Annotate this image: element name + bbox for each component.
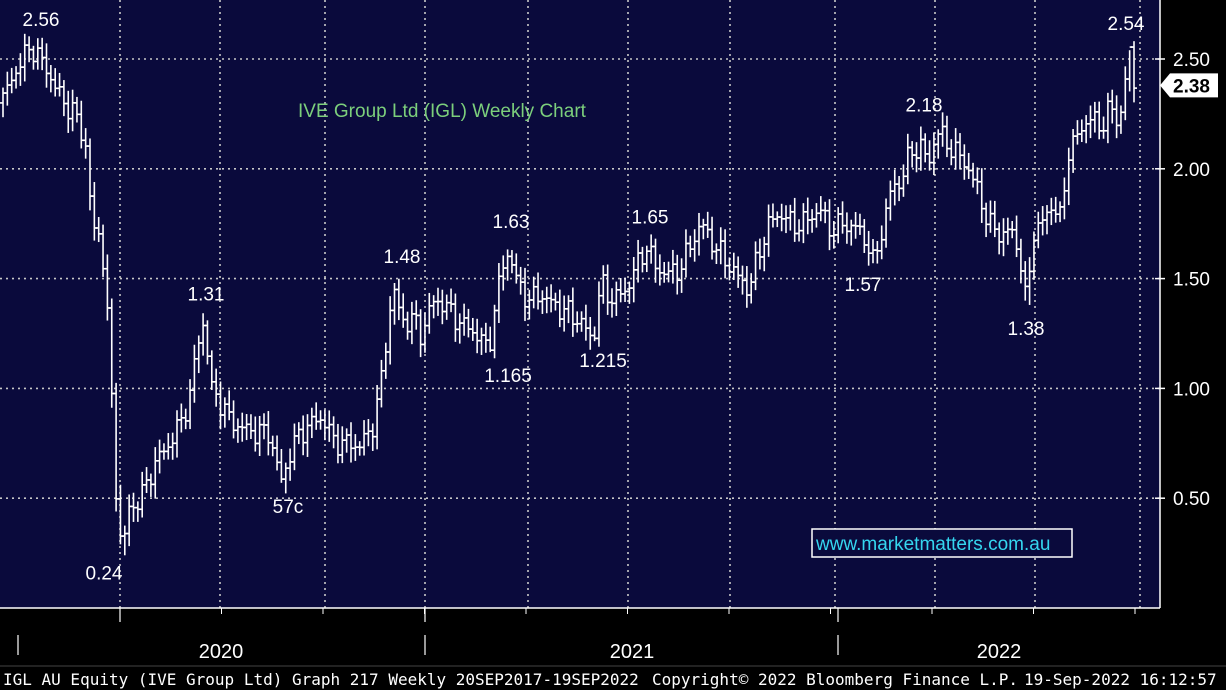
watermark-box: www.marketmatters.com.au bbox=[811, 528, 1073, 558]
y-tick-label: 1.00 bbox=[1173, 379, 1210, 400]
footer-copyright: Copyright© 2022 Bloomberg Finance L.P. bbox=[652, 670, 1018, 689]
plot-area bbox=[0, 0, 1160, 608]
price-annotation: 1.215 bbox=[579, 351, 627, 372]
last-price-label: 2.38 bbox=[1173, 76, 1210, 97]
footer-timestamp: 19-Sep-2022 16:12:57 bbox=[1024, 670, 1217, 689]
y-tick-label: 2.00 bbox=[1173, 160, 1210, 181]
price-annotation: 2.54 bbox=[1108, 14, 1145, 35]
x-axis-years: 2020 2021 2022 bbox=[17, 608, 1136, 663]
price-annotation: 1.38 bbox=[1008, 319, 1045, 340]
price-annotation: 1.65 bbox=[632, 208, 669, 229]
price-annotation: 57c bbox=[273, 497, 304, 518]
y-axis-ticks: 0.50 1.00 1.50 2.00 2.50 bbox=[1155, 50, 1210, 510]
x-year-label: 2021 bbox=[610, 641, 655, 663]
price-annotation: 1.31 bbox=[188, 284, 225, 305]
price-annotation: 1.57 bbox=[845, 275, 882, 296]
price-annotation: 1.48 bbox=[384, 247, 421, 268]
chart-title: IVE Group Ltd (IGL) Weekly Chart bbox=[298, 101, 587, 122]
price-annotations: 2.56 0.24 1.31 57c 1.48 1.165 1.63 1.215 1.65 1.5… bbox=[23, 10, 1145, 584]
watermark-frame bbox=[811, 528, 1073, 558]
y-tick-label: 2.50 bbox=[1173, 50, 1210, 71]
y-tick-label: 0.50 bbox=[1173, 489, 1210, 510]
y-tick-label: 1.50 bbox=[1173, 270, 1210, 291]
x-year-label: 2022 bbox=[977, 641, 1022, 663]
price-annotation: 2.18 bbox=[906, 95, 943, 116]
last-price-marker: 2.38 bbox=[1160, 73, 1218, 98]
price-annotation: 2.56 bbox=[23, 10, 60, 31]
footer-security: IGL AU Equity (IVE Group Ltd) Graph 217 … bbox=[3, 670, 639, 689]
price-bars bbox=[0, 33, 1137, 556]
grid bbox=[0, 0, 1160, 608]
price-annotation: 0.24 bbox=[86, 563, 123, 584]
x-year-label: 2020 bbox=[199, 641, 244, 663]
price-annotation: 1.63 bbox=[493, 212, 530, 233]
last-price-flag bbox=[1160, 73, 1218, 98]
watermark-text: www.marketmatters.com.au bbox=[815, 534, 1050, 555]
price-annotation: 1.165 bbox=[484, 366, 532, 387]
